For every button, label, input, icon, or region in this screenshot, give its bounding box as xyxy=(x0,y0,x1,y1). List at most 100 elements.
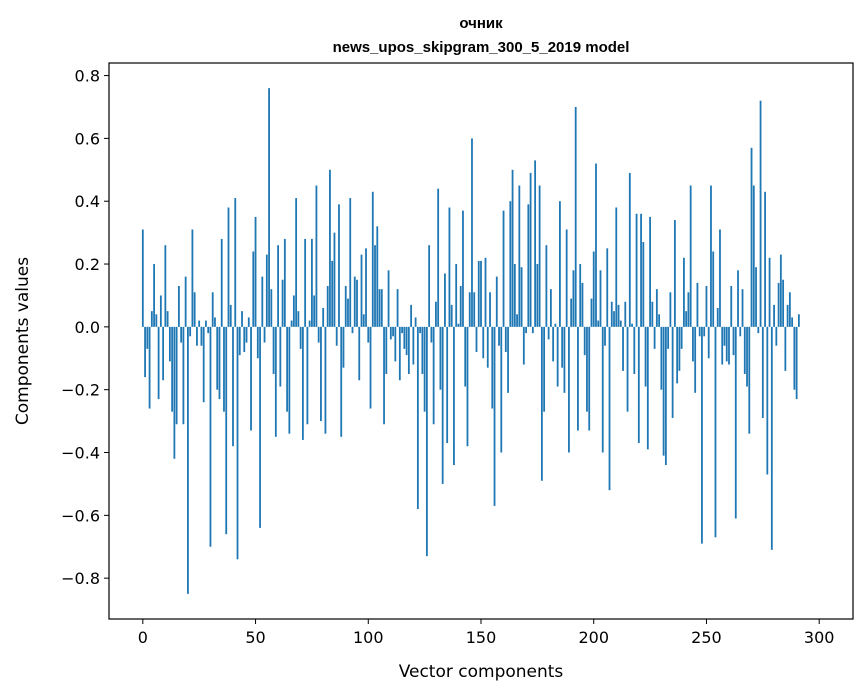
bar xyxy=(793,326,796,390)
bar xyxy=(795,326,798,400)
bar xyxy=(601,326,604,453)
bar xyxy=(728,326,730,365)
bar xyxy=(344,286,347,327)
bar xyxy=(568,326,570,453)
bar xyxy=(791,317,794,327)
bar xyxy=(338,204,340,327)
bar xyxy=(782,279,785,327)
bar xyxy=(459,286,462,327)
bar xyxy=(385,326,388,374)
bar xyxy=(707,326,710,359)
bar xyxy=(757,326,760,334)
bar xyxy=(227,207,230,327)
bar xyxy=(146,326,149,349)
bar xyxy=(292,295,295,327)
bar xyxy=(764,191,766,327)
bar xyxy=(168,326,171,362)
y-tick-label: −0.2 xyxy=(61,381,100,400)
bar xyxy=(649,216,651,327)
bar xyxy=(784,326,787,371)
bar xyxy=(347,298,349,327)
bar xyxy=(250,326,252,431)
bar xyxy=(705,286,708,327)
bar xyxy=(559,201,561,327)
bar xyxy=(635,213,638,327)
bar xyxy=(777,282,780,327)
bar xyxy=(748,326,751,434)
bar xyxy=(362,314,365,327)
y-tick-label: 0.6 xyxy=(75,129,100,148)
bar xyxy=(389,326,392,340)
bar xyxy=(387,270,390,327)
bar xyxy=(268,88,270,327)
bar xyxy=(342,326,345,368)
bar xyxy=(394,326,397,362)
bar xyxy=(484,257,487,327)
bar xyxy=(480,260,482,327)
bar xyxy=(243,326,246,352)
bar xyxy=(615,207,618,327)
bar xyxy=(283,238,286,327)
bar xyxy=(299,326,302,349)
bar xyxy=(423,326,426,412)
bar xyxy=(527,204,530,327)
bar xyxy=(263,326,266,343)
bar xyxy=(407,326,410,374)
bars-group xyxy=(141,88,800,594)
bar xyxy=(279,326,282,387)
bar xyxy=(428,245,431,327)
bar xyxy=(464,326,467,387)
bar xyxy=(518,185,521,327)
bar xyxy=(667,326,670,349)
bar xyxy=(495,276,498,327)
bar xyxy=(256,326,259,359)
bar xyxy=(238,326,241,356)
bar xyxy=(696,282,699,327)
bar xyxy=(549,289,552,327)
bar xyxy=(554,323,557,327)
bar xyxy=(547,326,550,340)
bar xyxy=(590,298,593,327)
bar xyxy=(306,326,309,425)
bar xyxy=(340,326,343,437)
bar xyxy=(383,326,385,425)
bar xyxy=(511,169,514,327)
bar xyxy=(561,326,564,368)
bar xyxy=(225,326,228,535)
bar xyxy=(725,326,728,362)
bar xyxy=(410,304,413,327)
x-tick-label: 0 xyxy=(138,628,148,647)
bar xyxy=(437,188,440,327)
bar xyxy=(669,292,672,327)
chart-title: очник xyxy=(459,15,503,32)
bar xyxy=(455,264,458,327)
bar xyxy=(317,326,320,343)
bar xyxy=(631,323,633,327)
bar xyxy=(579,264,582,327)
bar xyxy=(489,292,491,327)
y-tick-label: −0.6 xyxy=(61,506,100,525)
x-tick-label: 150 xyxy=(466,628,497,647)
plot-frame xyxy=(108,62,854,620)
bar xyxy=(712,251,715,327)
bar xyxy=(482,326,485,359)
bar xyxy=(144,326,146,378)
bar xyxy=(419,326,422,334)
bar xyxy=(166,311,169,327)
x-tick-label: 300 xyxy=(804,628,835,647)
bar xyxy=(401,326,403,334)
y-tick-label: −0.4 xyxy=(61,444,100,463)
bar xyxy=(698,326,701,337)
y-tick-label: 0.8 xyxy=(75,67,100,86)
y-axis-ticks: −0.8 −0.6 −0.4 −0.2 0.0 0.2 0.4 0.6 0.8 xyxy=(61,67,109,588)
bar xyxy=(694,326,697,393)
bar xyxy=(277,245,279,327)
bar xyxy=(223,326,225,412)
bar xyxy=(655,289,658,327)
bar xyxy=(398,326,401,381)
bar xyxy=(563,326,566,393)
bar xyxy=(604,326,606,346)
bar xyxy=(171,326,174,412)
bar xyxy=(773,304,775,327)
